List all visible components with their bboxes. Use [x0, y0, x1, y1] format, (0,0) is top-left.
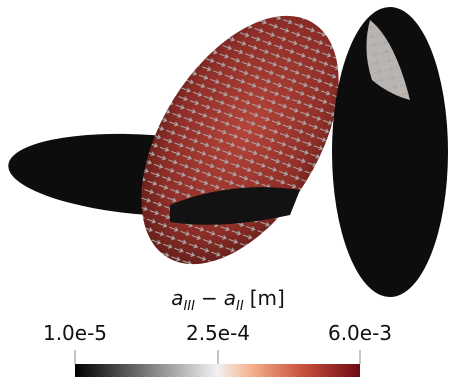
symbol: a	[224, 286, 236, 310]
colorbar-label: aIII−aII[m]	[171, 286, 285, 314]
colorbar	[75, 364, 360, 377]
symbol: a	[171, 286, 183, 310]
colorbar-tick-label: 1.0e-5	[43, 321, 107, 345]
render-scene	[6, 0, 448, 298]
subscript: III	[183, 299, 195, 314]
colorbar-tick-label: 2.5e-4	[186, 321, 250, 345]
subscript: II	[236, 299, 244, 314]
unit: [m]	[250, 286, 285, 310]
colorbar-tick-label: 6.0e-3	[328, 321, 392, 345]
operator: −	[201, 286, 218, 310]
visualization: aIII−aII[m] 1.0e-5 2.5e-4 6.0e-3	[0, 0, 451, 378]
